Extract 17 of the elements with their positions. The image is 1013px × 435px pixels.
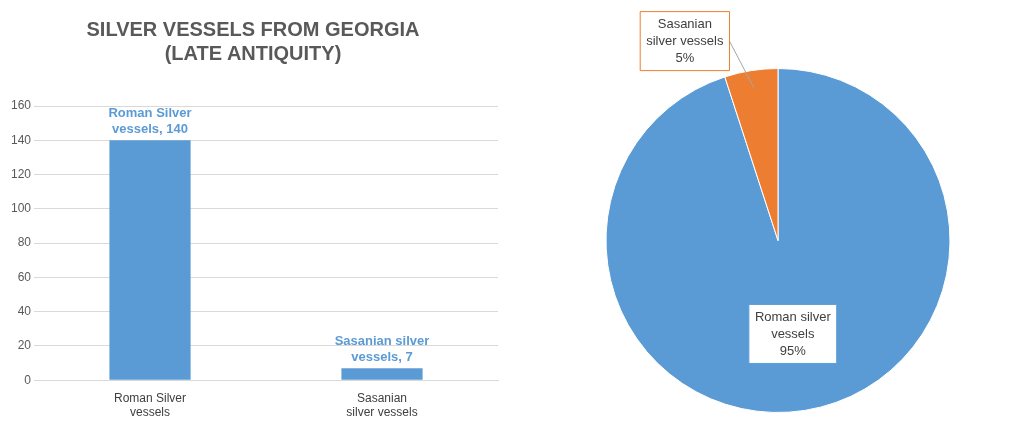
data-label: 95% bbox=[779, 342, 807, 358]
x-tick-label: Roman Silver vessels bbox=[114, 390, 187, 420]
y-tick-label: 20 bbox=[17, 338, 32, 353]
y-tick-label: 0 bbox=[24, 372, 32, 387]
y-tick-label: 100 bbox=[10, 201, 32, 216]
y-tick-label: 60 bbox=[17, 269, 32, 284]
data-label: Sasanian silver vessels, 7 bbox=[334, 333, 430, 365]
slice-label: Roman silver vessels bbox=[754, 308, 832, 341]
data-label: 5% bbox=[675, 49, 695, 65]
y-tick-label: 120 bbox=[10, 166, 32, 181]
y-tick-label: 140 bbox=[10, 132, 32, 147]
chart-title: SILVER VESSELS FROM GEORGIA (LATE ANTIQUITY) bbox=[86, 17, 420, 64]
y-tick-label: 40 bbox=[17, 303, 32, 318]
slice-label: Sasanian silver vessels bbox=[646, 15, 724, 48]
data-label: Roman Silver vessels, 140 bbox=[108, 105, 192, 137]
y-tick-label: 80 bbox=[17, 235, 32, 250]
y-tick-label: 160 bbox=[10, 98, 32, 113]
